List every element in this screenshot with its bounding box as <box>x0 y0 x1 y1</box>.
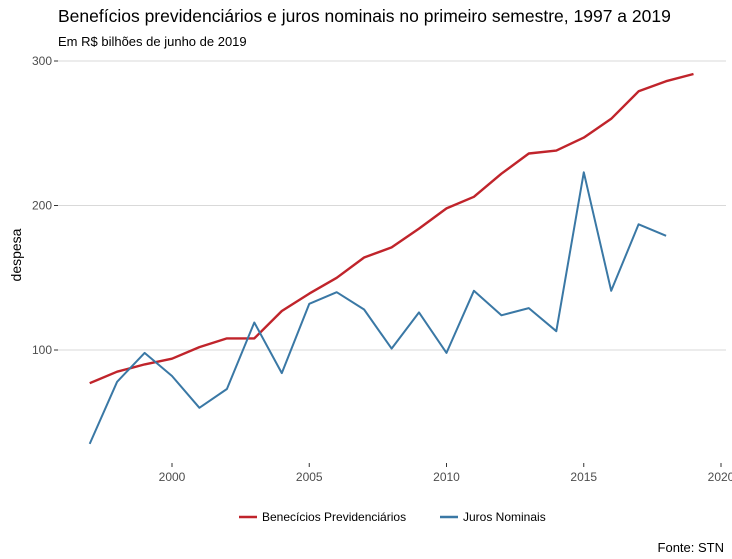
y-tick-label: 200 <box>32 199 52 213</box>
legend-label: Benecícios Previdenciários <box>262 510 406 524</box>
x-tick-label: 2015 <box>570 470 597 484</box>
chart-caption: Fonte: STN <box>657 540 724 555</box>
x-tick-label: 2000 <box>159 470 186 484</box>
legend: Benecícios Previdenciários Juros Nominais <box>239 510 546 524</box>
x-axis: 2000 2005 2010 2015 2020 <box>159 463 732 484</box>
y-tick-label: 300 <box>32 54 52 68</box>
chart-title: Benefícios previdenciários e juros nomin… <box>58 6 671 26</box>
y-axis-title: despesa <box>8 228 24 281</box>
y-tick-label: 100 <box>32 343 52 357</box>
series-line-juros <box>88 171 667 445</box>
series-line-beneficios <box>89 72 694 385</box>
series-lines <box>88 72 694 445</box>
chart-subtitle: Em R$ bilhões de junho de 2019 <box>58 34 247 49</box>
y-axis: 100 200 300 <box>32 54 58 357</box>
x-tick-label: 2020 <box>708 470 732 484</box>
x-tick-label: 2005 <box>296 470 323 484</box>
x-tick-label: 2010 <box>433 470 460 484</box>
gridlines <box>58 60 726 351</box>
legend-label: Juros Nominais <box>463 510 546 524</box>
